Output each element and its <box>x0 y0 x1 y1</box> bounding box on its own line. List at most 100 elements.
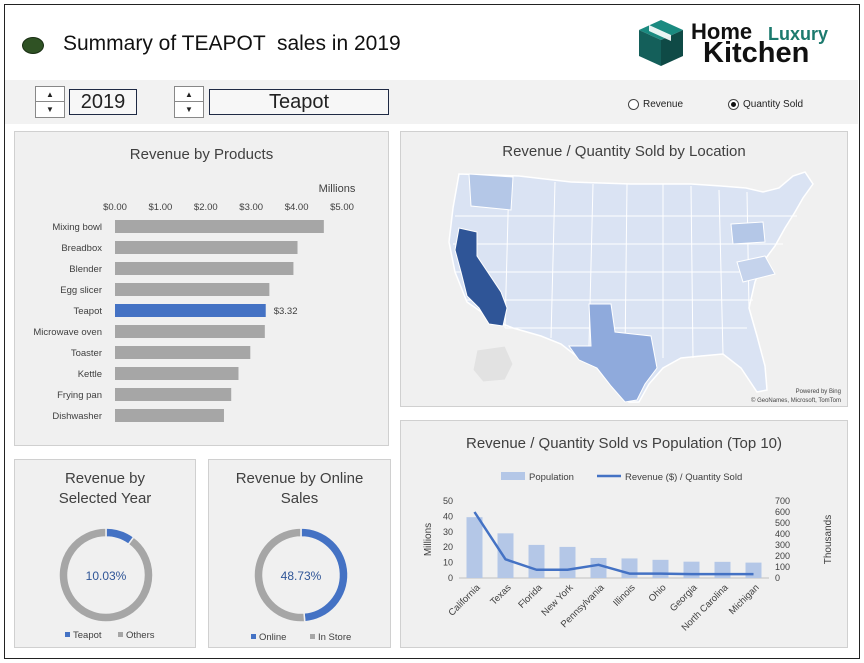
donut-legend-label: Teapot <box>73 630 102 641</box>
radio-revenue[interactable]: Revenue <box>628 99 683 110</box>
pop-category-label: California <box>446 582 483 619</box>
pop-right-tick: 100 <box>775 562 790 572</box>
donut-legend-swatch <box>118 632 123 637</box>
pop-bar <box>621 558 638 578</box>
pop-bar <box>466 517 483 578</box>
products-bar <box>115 283 270 296</box>
products-x-tick: $5.00 <box>330 202 354 213</box>
online-donut-title-line1: Revenue by Online <box>235 470 364 487</box>
product-up-arrow-icon[interactable]: ▲ <box>175 87 203 102</box>
radio-quantity-sold-label: Quantity Sold <box>743 99 804 110</box>
map-mainland <box>448 171 814 403</box>
products-bar <box>115 367 239 380</box>
map-state-pennsylvania <box>730 221 766 245</box>
products-x-tick: $1.00 <box>149 202 173 213</box>
map-credit-bing: Powered by Bing <box>796 389 841 395</box>
pop-legend-bar-label: Population <box>529 472 574 483</box>
products-category-label: Teapot <box>73 306 102 317</box>
pop-bar <box>652 559 669 578</box>
online-donut-panel: Revenue by Online Sales 48.73% Online In S… <box>208 459 391 648</box>
map-state-california <box>454 227 508 327</box>
brand-logo: Home Luxury Kitchen <box>635 15 845 71</box>
pop-right-tick: 600 <box>775 507 790 517</box>
map-credit-geonames: © GeoNames, Microsoft, TomTom <box>751 397 841 404</box>
map-state-alaska <box>472 345 514 383</box>
pop-right-tick: 700 <box>775 496 790 506</box>
product-spinner[interactable]: ▲ ▼ <box>174 86 204 118</box>
pop-right-tick: 300 <box>775 540 790 550</box>
product-down-arrow-icon[interactable]: ▼ <box>185 105 193 114</box>
products-bar <box>115 220 324 233</box>
products-bar <box>115 346 251 359</box>
pop-left-axis-label: Millions <box>423 523 434 556</box>
products-panel: Revenue by Products Millions $0.00 $1.00 $2… <box>14 131 389 446</box>
pop-right-tick: 0 <box>775 573 780 583</box>
donut-slice <box>58 527 154 623</box>
pop-bar <box>559 546 576 578</box>
pop-bar <box>683 561 700 578</box>
radio-revenue-circle[interactable] <box>628 99 639 110</box>
pop-right-tick: 500 <box>775 518 790 528</box>
donut-legend-label: Online <box>259 632 286 643</box>
donut-legend-swatch <box>310 634 315 639</box>
year-spinner[interactable]: ▲ ▼ <box>35 86 65 118</box>
products-bar-chart: Millions $0.00 $1.00 $2.00 $3.00 $4.00 $5.00 Mi… <box>33 183 356 422</box>
products-bar <box>115 262 294 275</box>
pop-bar <box>528 544 545 578</box>
page-title: Summary of TEAPOT sales in 2019 <box>63 32 401 55</box>
products-category-label: Egg slicer <box>60 285 102 296</box>
products-bar <box>115 409 224 422</box>
map-state-virginia <box>736 255 776 283</box>
products-title: Revenue by Products <box>129 146 274 163</box>
products-bar <box>115 325 265 338</box>
year-up-arrow-icon[interactable]: ▲ <box>36 87 64 102</box>
online-donut-title-line2: Sales <box>280 490 319 507</box>
products-unit-label: Millions <box>319 183 356 195</box>
products-category-label: Blender <box>69 264 102 275</box>
products-category-label: Breadbox <box>61 243 102 254</box>
donut-center-label: 48.73% <box>281 569 322 583</box>
donut-center-label: 10.03% <box>86 569 127 583</box>
filter-toolbar: ▲ ▼ 2019 ▲ ▼ Teapot Revenue Quantity Sol… <box>5 80 858 124</box>
logo-word-kitchen: Kitchen <box>703 37 810 69</box>
map-state-texas <box>568 303 658 403</box>
year-value-box[interactable]: 2019 <box>69 89 137 115</box>
pop-bar <box>497 533 514 578</box>
pop-left-tick: 10 <box>443 558 453 568</box>
pop-category-label: Texas <box>488 582 514 608</box>
pop-line-series <box>473 511 754 576</box>
products-x-tick: $2.00 <box>194 202 218 213</box>
products-category-label: Mixing bowl <box>52 222 102 233</box>
map-panel: Revenue / Quantity Sold by Location <box>400 131 848 407</box>
dashboard-frame: Summary of TEAPOT sales in 2019 Home Lux… <box>4 4 860 659</box>
products-bar <box>115 304 266 317</box>
products-bar <box>115 388 232 401</box>
population-combo-chart: Population Revenue ($) / Quantity Sold Mil… <box>423 472 834 633</box>
pop-left-tick: 40 <box>443 511 453 521</box>
year-donut-title-line2: Selected Year <box>58 490 152 507</box>
products-x-tick: $0.00 <box>103 202 127 213</box>
product-value-box[interactable]: Teapot <box>209 89 389 115</box>
donut-legend-label: In Store <box>318 632 351 643</box>
pop-right-axis-label: Thousands <box>823 515 834 564</box>
donut-legend-swatch <box>65 632 70 637</box>
year-down-arrow-icon[interactable]: ▼ <box>46 105 54 114</box>
pop-legend-line-label: Revenue ($) / Quantity Sold <box>625 472 742 483</box>
us-map[interactable]: Powered by Bing © GeoNames, Microsoft, T… <box>401 132 849 408</box>
products-category-label: Kettle <box>78 369 102 380</box>
map-state-washington <box>468 173 514 211</box>
pop-bar <box>745 562 762 578</box>
pop-bar <box>590 557 607 578</box>
pop-left-tick: 50 <box>443 496 453 506</box>
radio-quantity-sold-circle[interactable] <box>728 99 739 110</box>
pop-bar <box>714 561 731 578</box>
donut-slice <box>253 527 306 623</box>
pop-left-tick: 20 <box>443 542 453 552</box>
products-x-tick: $4.00 <box>285 202 309 213</box>
products-data-label: $3.32 <box>274 306 298 317</box>
products-category-label: Frying pan <box>57 390 102 401</box>
status-dot <box>22 37 44 54</box>
radio-quantity-sold[interactable]: Quantity Sold <box>728 99 803 110</box>
products-category-label: Microwave oven <box>33 327 102 338</box>
pop-left-tick: 30 <box>443 527 453 537</box>
